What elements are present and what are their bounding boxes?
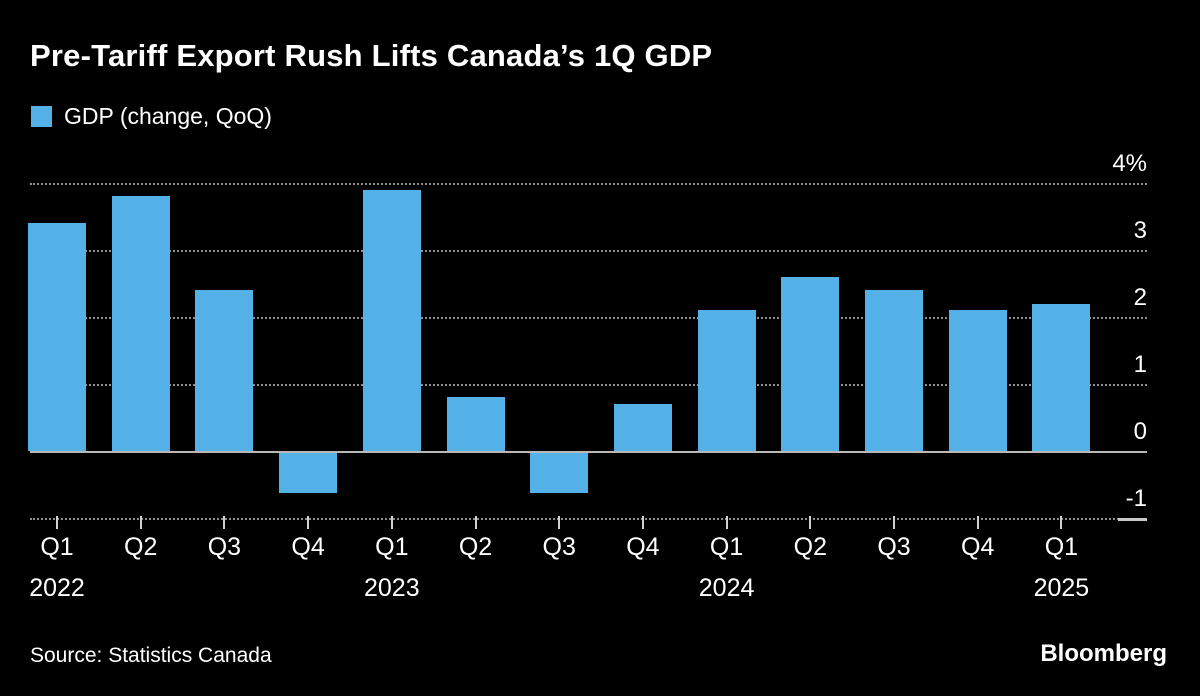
bar-q1-2022 — [28, 223, 86, 451]
legend: GDP (change, QoQ) — [31, 103, 272, 130]
x-tick — [809, 516, 812, 529]
x-axis-label: Q4 — [291, 533, 325, 561]
bar-q4-2023 — [613, 404, 672, 451]
x-axis-label: Q2 — [458, 533, 493, 561]
bar-q2-2024 — [781, 276, 840, 451]
y-axis-label: -1 — [1125, 485, 1147, 512]
gridline-2 — [30, 317, 1147, 319]
chart-title: Pre-Tariff Export Rush Lifts Canada’s 1Q… — [30, 38, 713, 73]
y-axis-label: 2 — [1133, 284, 1147, 311]
gridline--1 — [30, 518, 1147, 520]
x-axis-label: Q3 — [207, 533, 242, 561]
x-tick — [56, 516, 58, 529]
x-tick — [1060, 516, 1063, 529]
bar-q3-2022 — [195, 290, 254, 451]
gridline-0 — [30, 451, 1147, 453]
y-axis-label: 1 — [1133, 351, 1147, 378]
bar-q3-2024 — [865, 290, 923, 451]
x-tick — [558, 516, 561, 529]
gridline-4% — [30, 183, 1147, 185]
bar-q1-2025 — [1032, 303, 1091, 451]
bloomberg-logo: Bloomberg — [1040, 640, 1167, 667]
bar-q4-2022 — [279, 453, 338, 494]
x-axis-label: Q3 — [877, 533, 911, 561]
bar-q2-2023 — [446, 397, 505, 451]
x-tick — [641, 516, 644, 529]
x-tick — [223, 516, 226, 529]
x-axis-label: Q2 — [124, 533, 158, 561]
x-axis-label: Q2 — [793, 533, 827, 561]
x-axis-label: Q1 — [1044, 533, 1079, 561]
x-tick — [390, 516, 393, 529]
source-note: Source: Statistics Canada — [30, 644, 272, 667]
legend-label: GDP (change, QoQ) — [64, 103, 272, 129]
x-tick — [307, 516, 310, 529]
axis-bottom-cap — [1118, 518, 1147, 521]
x-axis-year-label: 2022 — [29, 574, 85, 602]
bar-q2-2022 — [111, 196, 170, 451]
bar-q4-2024 — [948, 310, 1007, 451]
x-axis-label: Q1 — [709, 533, 744, 561]
x-axis-label: Q1 — [40, 533, 74, 561]
x-axis-year-label: 2023 — [363, 574, 420, 602]
gridline-1 — [30, 384, 1147, 386]
x-axis-year-label: 2024 — [698, 574, 755, 602]
bar-q3-2023 — [530, 453, 589, 494]
x-tick — [725, 516, 728, 529]
x-axis-label: Q3 — [542, 533, 576, 561]
bar-q1-2024 — [697, 310, 756, 451]
legend-swatch — [31, 106, 52, 127]
x-tick — [976, 516, 979, 529]
x-axis-label: Q4 — [626, 533, 660, 561]
x-tick — [139, 516, 142, 529]
bar-q1-2023 — [362, 189, 421, 451]
y-axis-label: 0 — [1133, 418, 1147, 445]
x-tick — [474, 516, 477, 529]
y-axis-label: 3 — [1133, 217, 1147, 244]
x-axis-year-label: 2025 — [1033, 574, 1090, 602]
x-axis-label: Q4 — [961, 533, 995, 561]
gridline-3 — [30, 250, 1147, 252]
x-tick — [893, 516, 895, 529]
y-axis-label: 4% — [1112, 150, 1147, 177]
x-axis-label: Q1 — [375, 533, 409, 561]
